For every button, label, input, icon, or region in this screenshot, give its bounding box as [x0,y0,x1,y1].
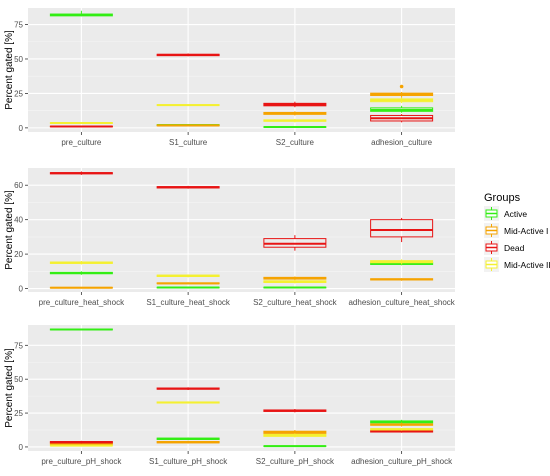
y-tick-label: 75 [14,341,23,350]
panel-background [28,8,455,132]
box-mid-active-ii [370,427,434,431]
box-mid-active-i [263,276,327,280]
x-tick-label: pre_culture_heat_shock [39,298,125,307]
legend-item-label: Dead [504,243,525,253]
x-tick-label: pre_culture_pH_shock [41,457,122,466]
legend-item-mid-active-ii: Mid-Active II [484,257,550,272]
y-tick-label: 50 [14,55,23,64]
box-mid-active-i [370,422,434,427]
box-active [156,437,220,441]
box-mid-active-i [370,278,434,281]
x-tick-label: S2_culture_heat_shock [253,298,338,307]
box-dead [370,217,434,243]
box-active [49,271,113,275]
y-tick-label: 0 [19,443,24,452]
box-mid-active-ii [263,118,327,123]
box-dead [156,53,220,57]
y-axis-label: Percent gated [%] [4,30,15,110]
legend-item-dead: Dead [484,240,525,255]
box-active [263,445,327,448]
panel-2: 0 20 40 60 pre_culture_heat_shock S1_culture_… [4,168,456,307]
x-tick-label: adhesion_culture_heat_shock [348,298,455,307]
legend-item-label: Mid-Active I [504,226,548,236]
box-mid-active-ii [263,279,327,284]
legend-item-label: Mid-Active II [504,260,550,270]
box-mid-active-ii [156,401,220,404]
y-axis-label: Percent gated [%] [4,348,15,428]
box-mid-active-ii [49,122,113,125]
box-dead [49,171,113,175]
box-mid-active-ii [156,274,220,278]
box-mid-active-ii [263,433,327,438]
y-axis-label: Percent gated [%] [4,190,15,270]
panel-3: 0 25 50 75 pre_culture_pH_shock S1_culture_pH… [4,325,455,466]
box-dead [263,409,327,413]
y-tick-label: 50 [14,375,23,384]
y-tick-label: 25 [14,409,23,418]
box-mid-active-i [49,286,113,289]
x-tick-label: S1_culture [169,138,208,147]
box-dead [263,101,327,108]
x-tick-label: pre_culture [61,138,102,147]
box-mid-active-ii [49,261,113,265]
box-active [49,328,113,331]
y-tick-label: 40 [14,216,23,225]
box-active [370,105,434,113]
box-mid-active-i [156,282,220,285]
box-mid-active-i [370,84,434,98]
box-active [156,286,220,289]
x-tick-label: S1_culture_heat_shock [146,298,231,307]
x-tick-label: adhesion_culture_pH_shock [351,457,453,466]
panel-1: 0 25 50 75 pre_culture S1_culture S2_culture ad… [4,8,455,147]
y-tick-label: 0 [19,124,24,133]
box-dead [49,440,113,444]
box-dead [49,125,113,128]
box-active [263,126,327,129]
y-tick-label: 75 [14,21,23,30]
box-mid-active-ii [49,444,113,447]
y-tick-label: 0 [19,285,24,294]
box-dead [263,235,327,251]
y-tick-label: 20 [14,250,23,259]
box-active [49,10,113,17]
box-dead [156,387,220,391]
legend-title: Groups [484,192,521,204]
legend-item-label: Active [504,209,527,219]
y-tick-label: 60 [14,181,23,190]
legend-item-mid-active-i: Mid-Active I [484,223,548,238]
outlier-point [399,84,404,89]
box-mid-active-ii [156,104,220,107]
box-mid-active-i [263,111,327,116]
x-tick-label: S2_culture_pH_shock [256,457,335,466]
x-tick-label: adhesion_culture [371,138,432,147]
box-dead [370,114,434,123]
x-tick-label: S1_culture_pH_shock [149,457,228,466]
box-dead [156,185,220,189]
legend-item-active: Active [484,206,527,221]
legend: Groups Active Mid-Active I Dead Mid-Active … [484,192,550,272]
box-mid-active-i [156,124,220,127]
box-mid-active-ii [370,97,434,104]
y-tick-label: 25 [14,89,23,98]
box-active [263,286,327,289]
x-tick-label: S2_culture [276,138,315,147]
box-mid-active-ii [370,259,434,265]
box-iqr [370,219,434,238]
box-mid-active-i [156,440,220,444]
